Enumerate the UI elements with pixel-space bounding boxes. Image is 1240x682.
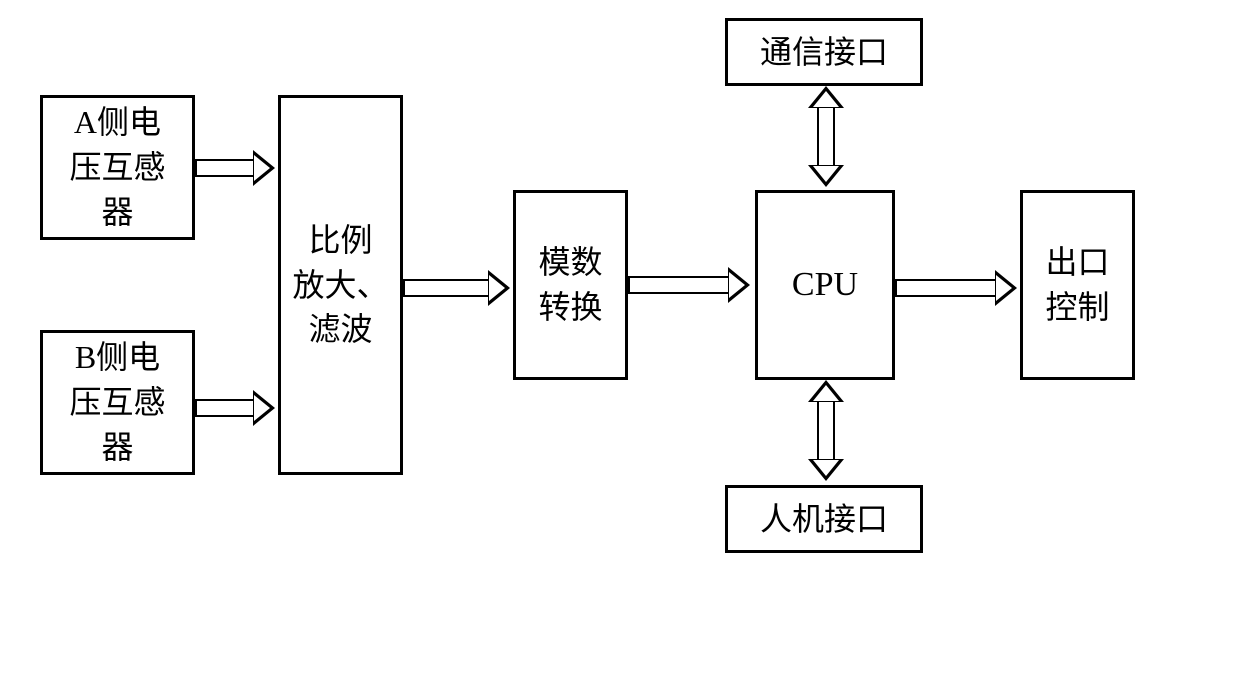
- amp-filter-label: 比例 放大、 滤波: [292, 218, 388, 352]
- output-box: 出口 控制: [1020, 190, 1135, 380]
- adc-label: 模数 转换: [538, 240, 602, 330]
- arrow-comm-cpu: [808, 86, 844, 187]
- comm-label: 通信接口: [760, 30, 888, 75]
- hmi-label: 人机接口: [760, 497, 888, 542]
- amp-filter-box: 比例 放大、 滤波: [278, 95, 403, 475]
- arrow-amp-to-adc: [403, 270, 510, 306]
- arrow-sensor-b-to-amp: [195, 390, 275, 426]
- comm-box: 通信接口: [725, 18, 923, 86]
- sensor-a-label: A侧电 压互感 器: [69, 100, 165, 234]
- sensor-a-box: A侧电 压互感 器: [40, 95, 195, 240]
- hmi-box: 人机接口: [725, 485, 923, 553]
- sensor-b-box: B侧电 压互感 器: [40, 330, 195, 475]
- arrow-sensor-a-to-amp: [195, 150, 275, 186]
- arrow-cpu-hmi: [808, 380, 844, 481]
- output-label: 出口 控制: [1045, 240, 1109, 330]
- arrow-cpu-to-output: [895, 270, 1017, 306]
- cpu-label: CPU: [792, 261, 858, 309]
- cpu-box: CPU: [755, 190, 895, 380]
- sensor-b-label: B侧电 压互感 器: [69, 335, 165, 469]
- adc-box: 模数 转换: [513, 190, 628, 380]
- arrow-adc-to-cpu: [628, 267, 750, 303]
